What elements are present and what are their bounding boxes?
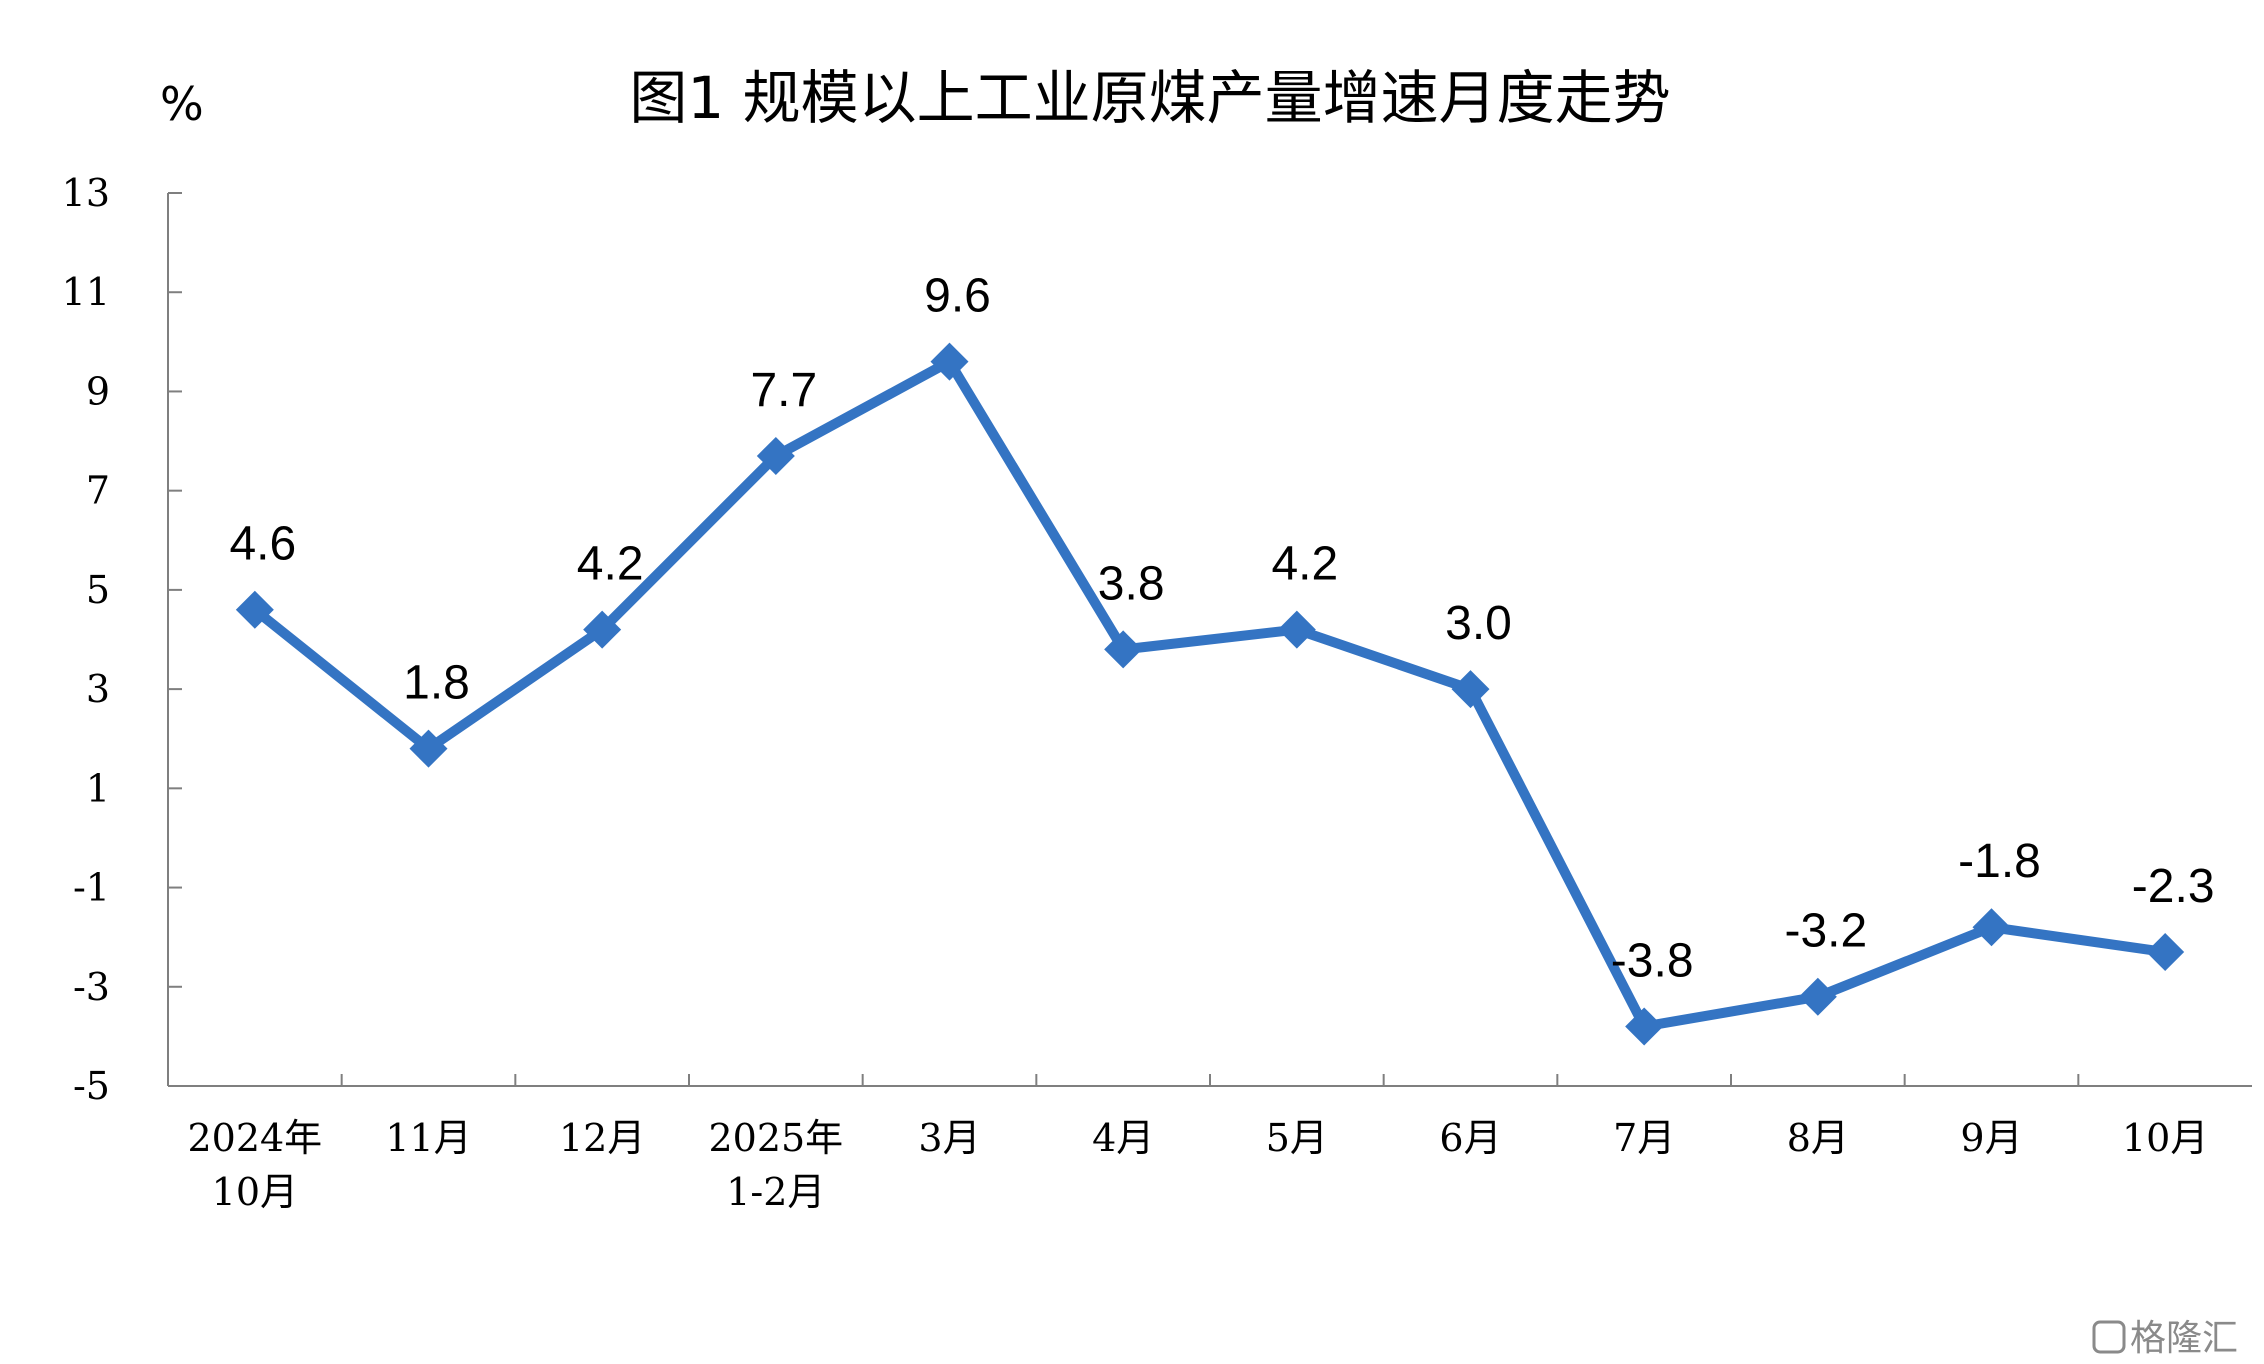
series-line	[249, 356, 2171, 1032]
x-tick-label: 7月	[1613, 1116, 1675, 1160]
data-label: -3.8	[1611, 934, 1694, 987]
data-label: 7.7	[750, 364, 817, 417]
series-markers	[235, 342, 2185, 1046]
y-tick-label: 5	[86, 568, 110, 612]
x-tick-label: 1-2月	[726, 1170, 825, 1214]
x-tick-label: 6月	[1439, 1116, 1501, 1160]
chart-title: 图1 规模以上工业原煤产量增速月度走势	[629, 64, 1670, 132]
data-label: -2.3	[2132, 860, 2215, 913]
data-point-marker	[1104, 630, 1143, 669]
y-tick-label: 7	[86, 469, 110, 513]
data-label: -1.8	[1958, 835, 2041, 888]
x-tick-label: 2025年	[708, 1116, 843, 1160]
x-tick-label: 3月	[918, 1116, 980, 1160]
x-tick-label: 5月	[1266, 1116, 1328, 1160]
x-tick-label: 11月	[385, 1116, 471, 1160]
data-point-marker	[2146, 933, 2185, 972]
data-label: 3.0	[1445, 597, 1512, 650]
x-tick-label: 9月	[1960, 1116, 2022, 1160]
watermark-logo-icon	[2092, 1320, 2126, 1354]
data-point-marker	[583, 610, 622, 649]
data-label: 4.2	[1271, 538, 1338, 591]
y-axis-unit: %	[160, 77, 204, 131]
x-tick-label: 12月	[559, 1116, 645, 1160]
axes	[167, 192, 2252, 1087]
y-tick-label: 3	[86, 667, 110, 711]
series-polyline	[249, 356, 2171, 1032]
data-point-marker	[1451, 670, 1490, 709]
y-tick-label: -1	[73, 866, 110, 910]
x-tick-label: 10月	[212, 1170, 298, 1214]
y-tick-label: -3	[73, 965, 110, 1009]
data-point-marker	[1625, 1007, 1664, 1046]
data-label: 1.8	[403, 657, 470, 710]
y-tick-label: 1	[86, 766, 110, 810]
data-point-marker	[235, 590, 274, 629]
x-tick-label: 10月	[2122, 1116, 2208, 1160]
x-tick-label: 2024年	[187, 1116, 322, 1160]
y-tick-label: 9	[86, 369, 110, 413]
data-point-marker	[756, 436, 795, 475]
y-tick-label: 11	[62, 270, 110, 314]
data-point-marker	[930, 342, 969, 381]
y-tick-label: -5	[73, 1064, 110, 1108]
watermark-text: 格隆汇	[2130, 1318, 2238, 1359]
y-tick-label: 13	[62, 171, 110, 215]
data-label: 4.2	[577, 538, 644, 591]
data-label: -3.2	[1784, 905, 1867, 958]
data-point-marker	[409, 729, 448, 768]
data-labels: 4.6 1.8 4.2 7.7 9.6 3.8 4.2 3.0 -3.8 -3.2 -1.8 -2.3	[229, 270, 2214, 988]
data-label: 4.6	[229, 518, 296, 571]
x-tick-label: 8月	[1787, 1116, 1849, 1160]
x-tick-labels: 2024年 10月 11月 12月 2025年 1-2月 3月 4月 5月 6月 7月 8月 9月 10月	[187, 1116, 2208, 1214]
data-point-marker	[1277, 610, 1316, 649]
data-point-marker	[1798, 977, 1837, 1016]
data-label: 3.8	[1098, 557, 1165, 610]
data-label: 9.6	[924, 270, 991, 323]
y-tick-labels: 13 11 9 7 5 3 1 -1 -3 -5	[62, 171, 110, 1108]
x-tick-label: 4月	[1092, 1116, 1154, 1160]
data-point-marker	[1972, 908, 2011, 947]
watermark: 格隆汇	[2092, 1318, 2238, 1359]
